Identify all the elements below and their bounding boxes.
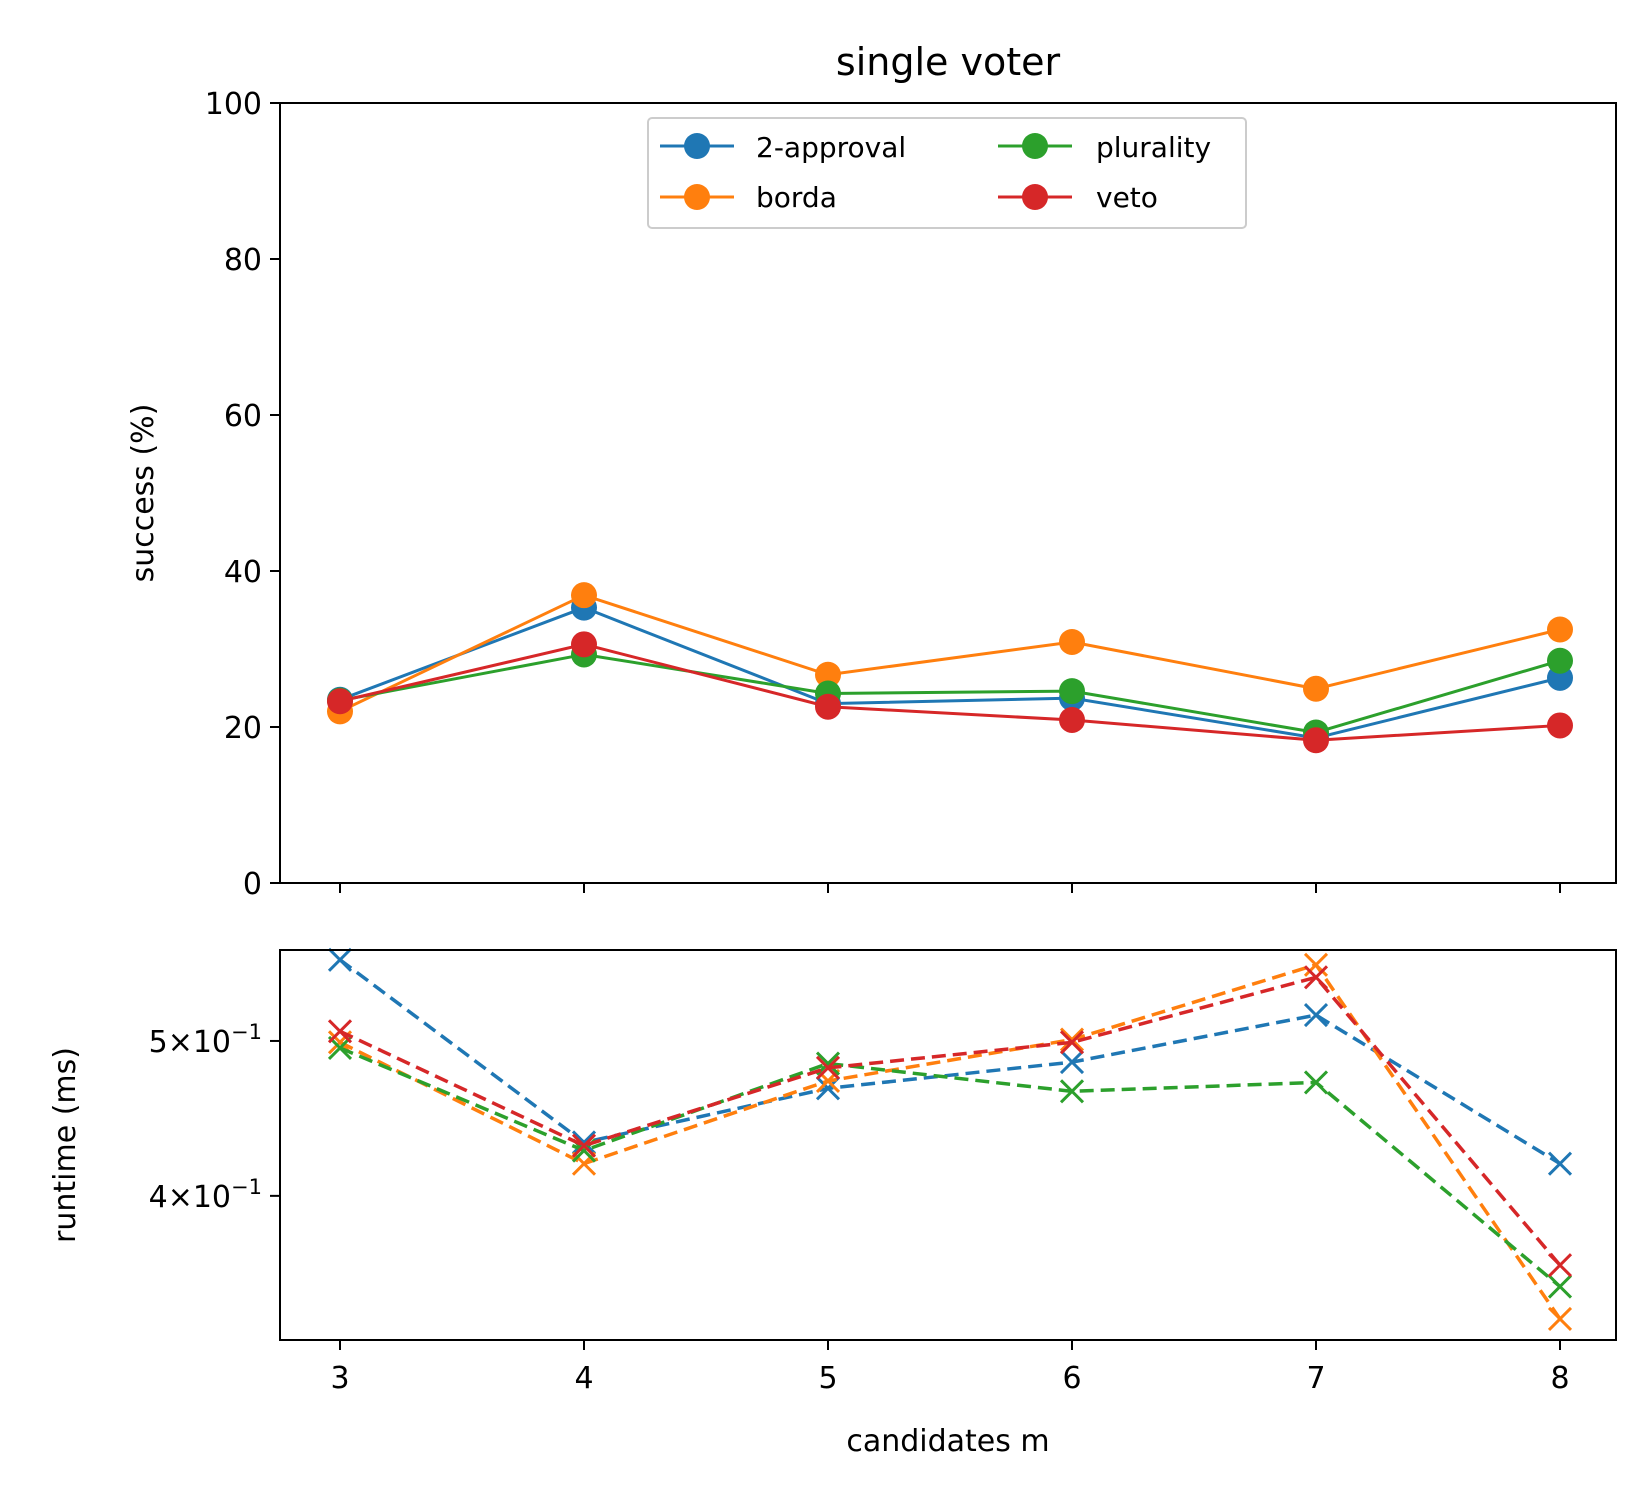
runtime-point-2-approval-m8 [1547, 1151, 1573, 1176]
point-veto-m4 [571, 631, 597, 658]
runtime-point-veto-m7 [1303, 965, 1329, 990]
point-borda-m8 [1547, 616, 1573, 643]
runtime-line-plurality [339, 1046, 1562, 1288]
runtime-point-veto-m5 [815, 1055, 841, 1080]
series-line-borda [339, 593, 1561, 713]
point-plurality-m6 [1059, 678, 1085, 705]
x-tick-label-3: 3 [330, 1361, 349, 1396]
runtime-point-veto-m8 [1547, 1253, 1573, 1278]
legend-marker-plurality [1022, 133, 1048, 159]
runtime-y-axis-label: runtime (ms) [48, 1047, 83, 1243]
point-veto-m5 [815, 693, 841, 720]
runtime-y-tick-label-5: 5×10−1 [149, 1020, 262, 1060]
runtime-point-veto-m6 [1059, 1030, 1085, 1055]
point-plurality-m8 [1547, 647, 1573, 674]
legend-marker-borda [684, 184, 710, 210]
y-tick-label-80: 80 [224, 243, 262, 278]
legend-entry-2-approval: 2-approval [660, 131, 906, 164]
runtime-point-veto-m3 [327, 1019, 353, 1044]
runtime-line-borda [339, 962, 1562, 1320]
x-tick-label-5: 5 [818, 1361, 837, 1396]
runtime-y-ticks: 5×10−1 4×10−1 [149, 1020, 280, 1215]
x-tick-label-8: 8 [1550, 1361, 1569, 1396]
point-veto-m3 [327, 688, 353, 715]
runtime-line-2-approval [338, 958, 1561, 1166]
runtime-point-borda-m6 [1059, 1027, 1085, 1052]
runtime-y-tick-label-4: 4×10−1 [149, 1175, 262, 1215]
x-tick-label-4: 4 [574, 1361, 593, 1396]
success-plot-area [327, 582, 1573, 754]
success-plot-frame [279, 102, 1617, 884]
legend-entry-plurality: plurality [998, 131, 1211, 164]
legend-label-2-approval: 2-approval [756, 131, 906, 164]
runtime-x-ticks: 3 4 5 6 7 8 [330, 1340, 1570, 1396]
legend-marker-2-approval [684, 133, 710, 159]
success-y-axis-label: success (%) [126, 404, 161, 583]
y-tick-label-100: 100 [205, 87, 262, 122]
x-tick-label-6: 6 [1062, 1361, 1081, 1396]
success-x-ticks [339, 883, 1561, 893]
legend-frame [647, 117, 1247, 229]
point-veto-m8 [1547, 712, 1573, 739]
runtime-point-veto-m4 [571, 1133, 597, 1158]
legend-label-borda: borda [756, 181, 837, 214]
runtime-plot-frame [279, 949, 1617, 1341]
point-veto-m6 [1059, 706, 1085, 733]
runtime-point-2-approval-m7 [1303, 1003, 1329, 1028]
point-borda-m6 [1059, 628, 1085, 655]
point-borda-m5 [815, 661, 841, 688]
point-borda-m4 [571, 582, 597, 609]
runtime-x-axis-label: candidates m [846, 1424, 1049, 1459]
series-line-plurality [339, 652, 1561, 734]
y-tick-label-20: 20 [224, 711, 262, 746]
runtime-point-plurality-m8 [1547, 1274, 1573, 1299]
y-tick-label-40: 40 [224, 555, 262, 590]
legend-label-plurality: plurality [1096, 131, 1211, 164]
runtime-chart: 5×10−1 4×10−1 3 4 5 6 7 8 runtime (ms) candida… [48, 947, 1617, 1459]
point-veto-m7 [1303, 727, 1329, 754]
runtime-point-plurality-m6 [1059, 1079, 1085, 1104]
legend: 2-approval borda plurality veto [647, 117, 1247, 229]
runtime-point-borda-m8 [1547, 1306, 1573, 1332]
legend-entry-borda: borda [660, 181, 837, 214]
legend-label-veto: veto [1096, 181, 1158, 214]
legend-marker-veto [1022, 184, 1048, 210]
series-line-2-approval [339, 606, 1561, 740]
runtime-point-2-approval-m6 [1059, 1050, 1085, 1075]
runtime-plot-area [327, 947, 1573, 1332]
chart-title: single voter [836, 40, 1061, 84]
y-tick-label-0: 0 [243, 867, 262, 902]
success-y-ticks: 0 20 40 60 80 100 [205, 87, 280, 902]
point-borda-m7 [1303, 675, 1329, 702]
runtime-point-plurality-m7 [1303, 1070, 1329, 1095]
x-tick-label-7: 7 [1306, 1361, 1325, 1396]
runtime-point-2-approval-m3 [327, 947, 353, 972]
success-chart: single voter 0 20 40 60 80 100 success (%) 2-… [126, 40, 1617, 902]
y-tick-label-60: 60 [224, 399, 262, 434]
legend-entry-veto: veto [998, 181, 1158, 214]
runtime-point-2-approval-m4 [571, 1130, 597, 1155]
series-line-veto [339, 642, 1561, 742]
